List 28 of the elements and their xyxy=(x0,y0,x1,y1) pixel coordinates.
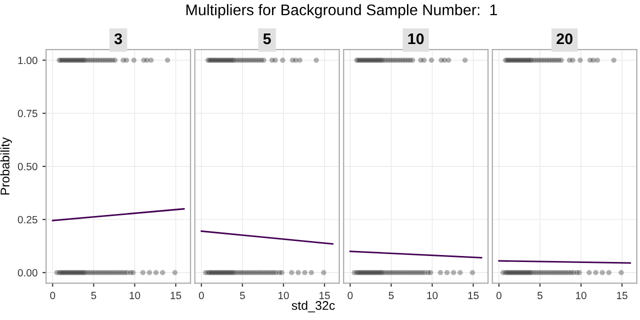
x-tick-label: 15 xyxy=(320,292,330,300)
x-tick-label: 5 xyxy=(240,292,245,300)
chart-subtitle: 10 xyxy=(408,33,424,44)
x-tick-label: 15 xyxy=(617,292,628,300)
x-tick-label: 10 xyxy=(576,292,586,300)
x-tick-label: 0 xyxy=(348,292,353,300)
chart-subtitle: 20 xyxy=(556,33,572,44)
x-tick-label: 15 xyxy=(170,292,182,300)
y-axis-title: Probability xyxy=(0,137,12,195)
x-tick-label: 0 xyxy=(50,292,56,300)
y-tick-label: 1.00 xyxy=(18,56,38,64)
y-tick-label: 0.00 xyxy=(18,269,38,276)
x-tick-label: 10 xyxy=(427,292,438,300)
x-tick-label: 5 xyxy=(91,292,96,300)
x-tick-label: 0 xyxy=(496,292,502,300)
x-tick-label: 5 xyxy=(388,292,394,300)
y-tick-label: 0.25 xyxy=(18,216,38,224)
x-tick-label: 15 xyxy=(468,292,479,300)
chart-subtitle: 3 xyxy=(114,33,122,44)
x-tick-label: 5 xyxy=(537,292,542,300)
x-axis-title: std_32c xyxy=(292,300,335,312)
text: Multipliers for Background Sample Number: 1 xyxy=(186,4,497,18)
y-tick-label: 0.75 xyxy=(18,110,38,118)
chart-subtitle: 5 xyxy=(263,34,271,44)
x-tick-label: 0 xyxy=(198,292,204,300)
x-tick-label: 10 xyxy=(278,292,289,300)
x-tick-label: 10 xyxy=(130,292,140,300)
y-tick-label: 0.50 xyxy=(18,162,38,170)
